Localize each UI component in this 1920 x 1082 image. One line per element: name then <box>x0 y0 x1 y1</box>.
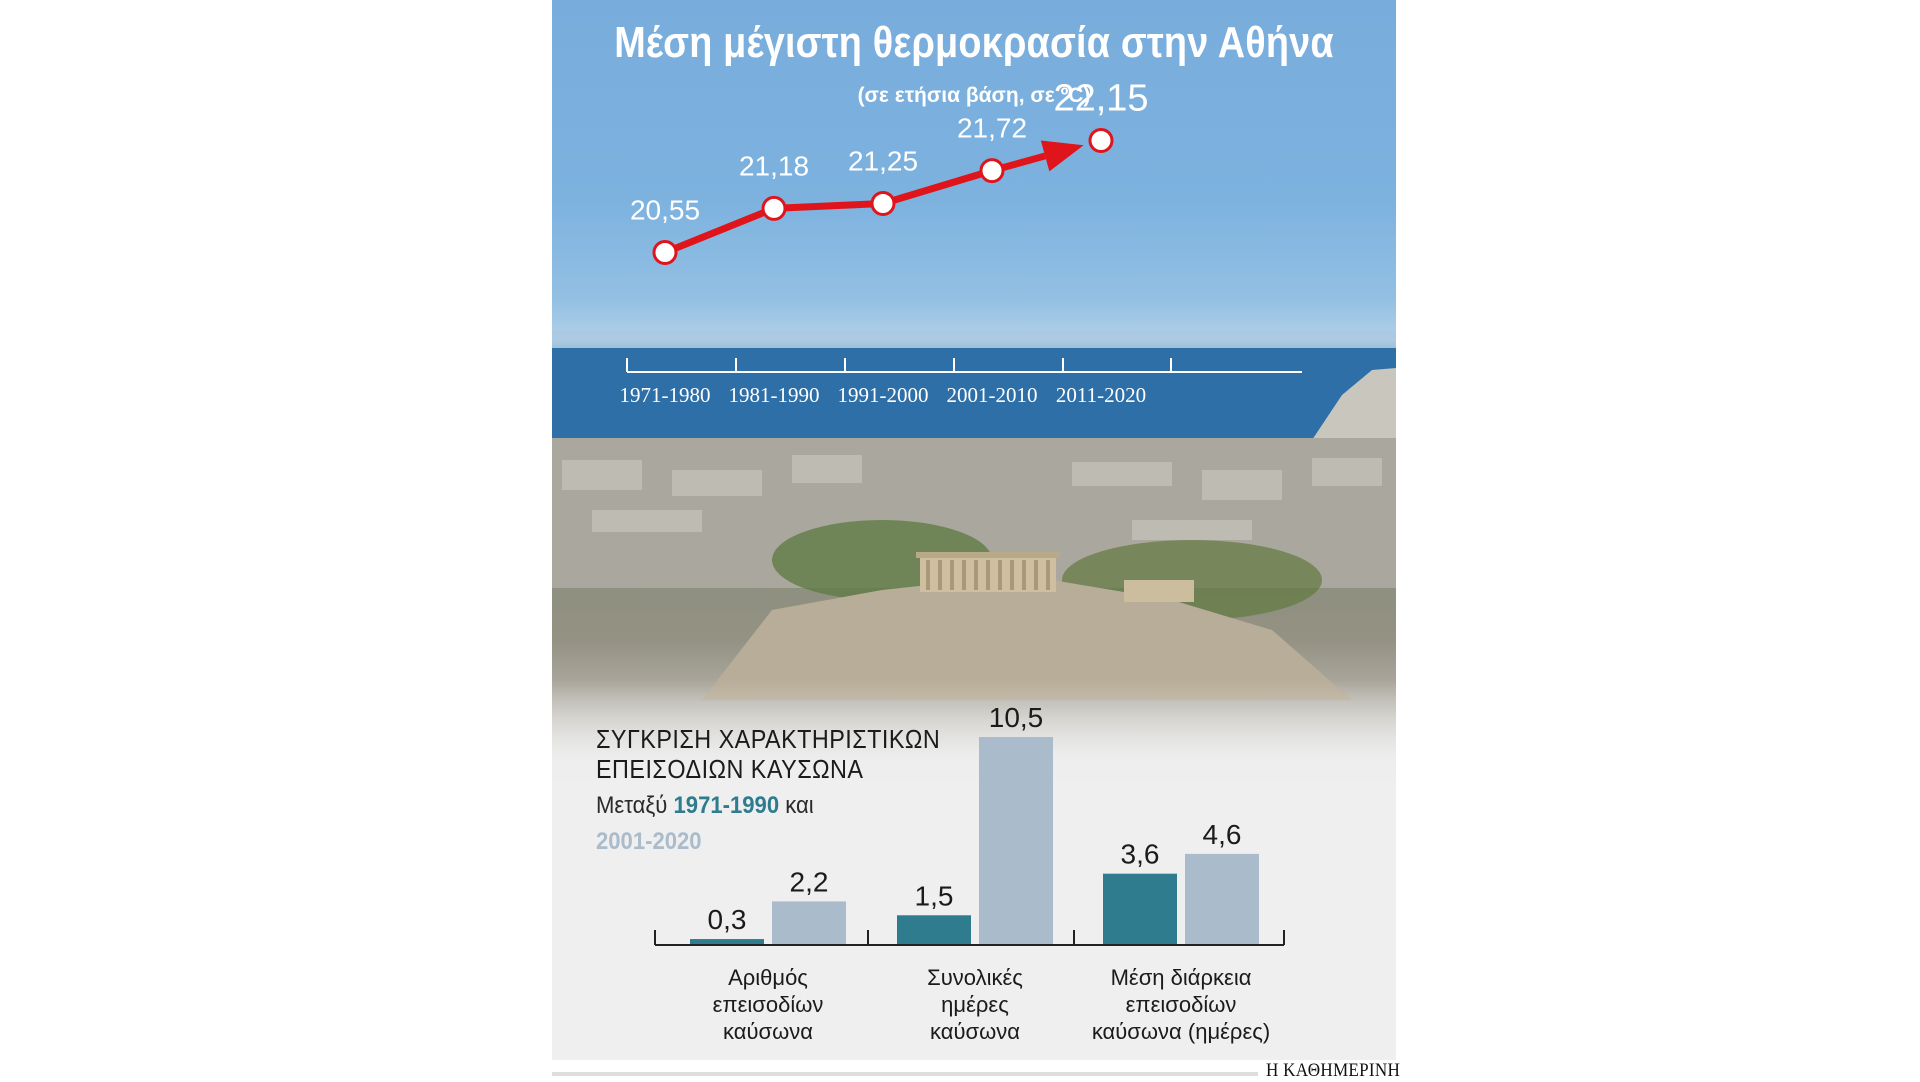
bar-2001-2020 <box>772 901 846 945</box>
legend-series-2001-2020: 2001-2020 <box>596 828 702 855</box>
category-label: καύσωνα (ημέρες) <box>1092 1019 1270 1044</box>
heatwave-bar-chart: 0,31,53,62,210,54,6 Αριθμόςεπεισοδίωνκαύ… <box>654 702 1285 1044</box>
landscape-backdrop <box>552 330 1396 1060</box>
category-label: ημέρες <box>941 992 1009 1017</box>
legend-joiner: και <box>785 792 814 819</box>
bar-value-label: 0,3 <box>708 904 747 935</box>
data-value-label: 21,18 <box>739 150 809 181</box>
data-point-marker <box>652 240 678 265</box>
category-label: επεισοδίων <box>1126 992 1237 1017</box>
x-tick-label: 2001-2010 <box>947 383 1038 407</box>
x-tick-label: 2011-2020 <box>1056 383 1146 407</box>
bar-value-label: 4,6 <box>1203 819 1242 850</box>
category-label: Αριθμός <box>728 965 808 990</box>
bar-value-label: 3,6 <box>1121 839 1160 870</box>
bar-2001-2020 <box>1185 853 1259 945</box>
trend-arrowhead <box>1040 140 1084 172</box>
category-label: Μέση διάρκεια <box>1111 965 1252 990</box>
source-credit: Η ΚΑΘΗΜΕΡΙΝΗ <box>1266 1060 1401 1081</box>
section-title: ΣΥΓΚΡΙΣΗ ΧΑΡΑΚΤΗΡΙΣΤΙΚΩΝ ΕΠΕΙΣΟΔΙΩΝ ΚΑΥΣ… <box>596 724 941 784</box>
bar-value-label: 2,2 <box>790 866 829 897</box>
chart-subtitle: (σε ετήσια βάση, σε ºC) <box>857 84 1091 107</box>
bar-value-label: 1,5 <box>915 880 954 911</box>
x-tick-label: 1971-1980 <box>620 383 711 407</box>
legend-prefix: Μεταξύ <box>596 792 668 819</box>
legend-line-2: 2001-2020 <box>596 828 702 856</box>
footer-rule <box>552 1072 1258 1076</box>
x-tick-label: 1991-2000 <box>838 383 929 407</box>
x-tick-label: 1981-1990 <box>729 383 820 407</box>
category-label: καύσωνα <box>723 1019 813 1044</box>
bar-1971-1990 <box>897 915 971 945</box>
legend-series-1971-1990: 1971-1990 <box>673 792 780 819</box>
bar-1971-1990 <box>690 939 764 945</box>
category-label: επεισοδίων <box>713 992 824 1017</box>
category-label: καύσωνα <box>930 1019 1020 1044</box>
data-value-label: 20,55 <box>630 195 700 226</box>
legend-line-1: Μεταξύ 1971-1990 και <box>596 792 814 820</box>
data-value-label: 21,25 <box>848 146 918 177</box>
parthenon-illustration <box>916 552 1194 602</box>
bar-1971-1990 <box>1103 873 1177 945</box>
data-point-marker <box>870 191 896 216</box>
category-label: Συνολικές <box>927 965 1023 990</box>
chart-canvas: 1971-1980 1981-1990 1991-2000 2001-2010 2011… <box>552 78 1396 1060</box>
temperature-line-chart: 1971-1980 1981-1990 1991-2000 2001-2010 2011… <box>620 78 1302 407</box>
bar-value-label: 10,5 <box>989 702 1044 733</box>
infographic-card: 1971-1980 1981-1990 1991-2000 2001-2010 2011… <box>552 0 1396 1060</box>
data-point-marker <box>761 195 787 221</box>
data-point-marker <box>1088 128 1114 153</box>
data-point-marker <box>979 158 1005 184</box>
chart-title: Μέση μέγιστη θερμοκρασία στην Αθήνα <box>614 18 1334 67</box>
data-value-label: 22,15 <box>1053 78 1148 120</box>
data-value-label: 21,72 <box>957 113 1027 144</box>
bar-2001-2020 <box>979 737 1053 945</box>
